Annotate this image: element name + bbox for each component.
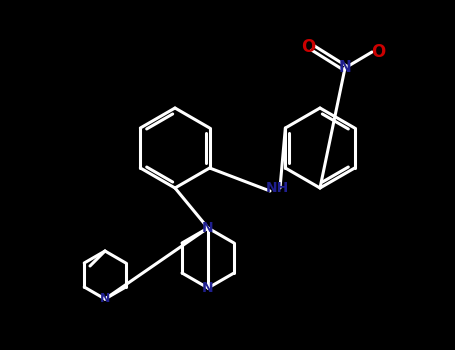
Text: N: N <box>100 293 110 306</box>
Text: O: O <box>301 38 315 56</box>
Text: N: N <box>202 281 214 295</box>
Text: N: N <box>202 221 214 235</box>
Text: N: N <box>339 61 351 76</box>
Text: O: O <box>371 43 385 61</box>
Text: NH: NH <box>265 181 288 195</box>
